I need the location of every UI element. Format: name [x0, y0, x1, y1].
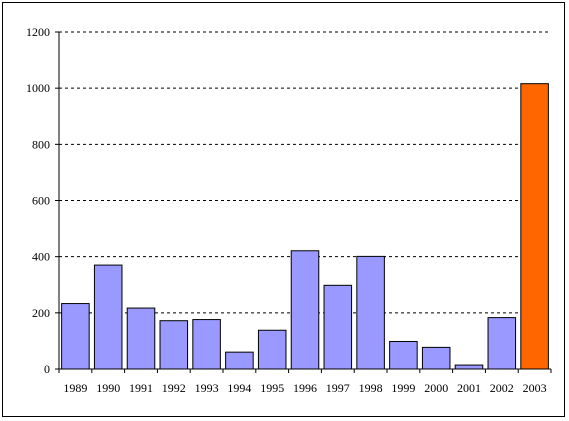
- bar-1995: [257, 329, 287, 370]
- y-tick-label: 800: [32, 137, 50, 151]
- x-tick-label-1989: 1989: [63, 381, 87, 395]
- y-tick-label: 1200: [26, 25, 50, 39]
- bar-2003: [520, 83, 549, 370]
- bar-1991: [126, 307, 156, 370]
- y-tick-labels: 0 200 400 600 800 1000 1200: [26, 25, 50, 376]
- x-tick-label-2000: 2000: [424, 381, 448, 395]
- x-tick-label-1990: 1990: [96, 381, 120, 395]
- bar-2000: [421, 346, 451, 370]
- x-tick-label-1992: 1992: [162, 381, 186, 395]
- x-tick-label-1996: 1996: [293, 381, 317, 395]
- bar-1997: [323, 284, 353, 370]
- x-tick-label-2001: 2001: [457, 381, 481, 395]
- y-tick-label: 400: [32, 250, 50, 264]
- x-tick-label-1991: 1991: [129, 381, 153, 395]
- x-tick-label-1995: 1995: [260, 381, 284, 395]
- x-tick-label-1998: 1998: [359, 381, 383, 395]
- bar-1994: [225, 351, 254, 370]
- y-tick-label: 0: [44, 362, 50, 376]
- x-tick-label-1993: 1993: [195, 381, 219, 395]
- x-tick-label-2003: 2003: [523, 381, 547, 395]
- x-tick-label-2002: 2002: [490, 381, 514, 395]
- bar-1989: [61, 303, 90, 370]
- bar-1993: [192, 319, 221, 370]
- bar-1998: [356, 255, 385, 370]
- y-tick-label: 1000: [26, 81, 50, 95]
- x-tick-label-1994: 1994: [227, 381, 251, 395]
- bar-1990: [93, 264, 123, 370]
- bar-1999: [389, 340, 418, 370]
- x-tick-labels: 1989 1990 1991 1992 1993 1994 1995 1996 1997 1998…: [63, 381, 546, 395]
- x-tick-label-1999: 1999: [391, 381, 415, 395]
- x-tick-label-1997: 1997: [326, 381, 350, 395]
- bar-2001: [454, 364, 484, 370]
- bars: [61, 83, 549, 370]
- bar-1996: [290, 250, 320, 370]
- y-tick-label: 600: [32, 194, 50, 208]
- bar-2002: [487, 317, 517, 370]
- bar-1992: [159, 320, 189, 370]
- y-tick-label: 200: [32, 306, 50, 320]
